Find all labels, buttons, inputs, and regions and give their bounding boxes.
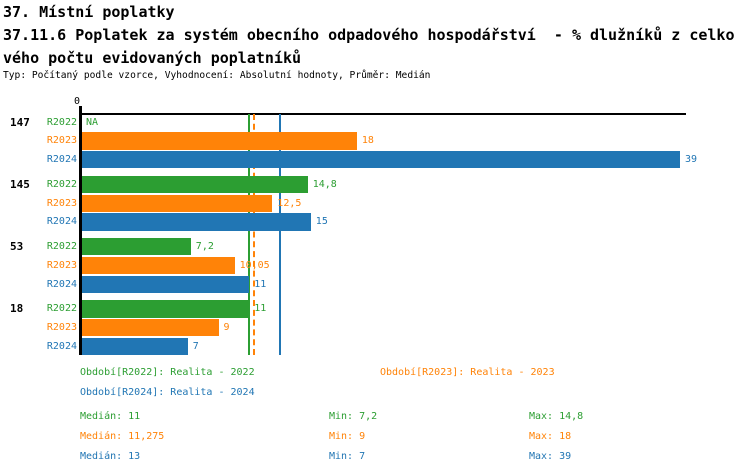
chart-title-line2: vého počtu evidovaných poplatníků: [3, 49, 302, 67]
stat-median-r2024: Medián: 13: [80, 451, 141, 462]
row-label-r2024: R2024: [46, 340, 77, 352]
stat-max-r2024: Max: 39: [529, 451, 572, 462]
x-axis-line: [79, 113, 686, 115]
bar: [82, 319, 219, 337]
group-label: 53: [10, 240, 24, 254]
legend-item-r2024: Období[R2024]: Realita - 2024: [80, 387, 255, 398]
row-label-r2023: R2023: [46, 135, 77, 147]
group-label: 147: [10, 115, 30, 129]
bar: [82, 213, 311, 231]
bar-value-label: 14,8: [312, 179, 337, 190]
bar: [82, 238, 191, 256]
median-line-r2022: [248, 114, 251, 355]
row-label-r2022: R2022: [46, 116, 77, 128]
bar-value-label: 11: [254, 303, 267, 315]
page-title: 37. Místní poplatky: [3, 3, 175, 21]
stat-median-r2023: Medián: 11,275: [80, 431, 165, 442]
row-label-r2024: R2024: [46, 278, 77, 290]
bar: [82, 275, 250, 293]
stat-median-r2022: Medián: 11: [80, 411, 141, 422]
row-label-r2022: R2022: [46, 303, 77, 315]
bar: [82, 176, 308, 194]
y-axis-line: [79, 106, 82, 355]
bar-value-label: 9: [223, 322, 230, 334]
median-line-r2024: [279, 114, 281, 355]
legend-item-r2022: Období[R2022]: Realita - 2022: [80, 367, 255, 378]
bar-value-label: 11: [254, 278, 267, 290]
bar: [82, 300, 250, 318]
row-label-r2024: R2024: [46, 154, 77, 166]
row-label-r2024: R2024: [46, 216, 77, 228]
bar: [82, 132, 357, 150]
bar: [82, 194, 273, 212]
bar: [82, 151, 680, 169]
bar-value-label: 39: [685, 154, 698, 166]
row-label-r2022: R2022: [46, 179, 77, 190]
legend-item-r2023: Období[R2023]: Realita - 2023: [380, 367, 555, 378]
group-label: 145: [10, 178, 30, 191]
bar-value-label: 12,5: [277, 197, 302, 209]
row-label-r2022: R2022: [46, 241, 77, 253]
bar-value-label: 10,05: [239, 259, 270, 271]
row-label-r2023: R2023: [46, 322, 77, 334]
bar-value-label: 7,2: [195, 241, 214, 253]
stat-max-r2022: Max: 14,8: [529, 411, 584, 422]
x-axis-zero-tick-label: 0: [74, 96, 81, 107]
bar-value-label: 18: [361, 135, 374, 147]
bar: [82, 256, 235, 275]
bar-value-label: 7: [192, 340, 199, 352]
stat-min-r2024: Min: 7: [329, 451, 366, 462]
chart-title-line1: 37.11.6 Poplatek za systém obecního odpa…: [3, 26, 735, 44]
bar: [82, 337, 188, 355]
bar-value-label: 15: [315, 216, 328, 228]
row-label-r2023: R2023: [46, 259, 77, 271]
group-label: 18: [10, 302, 24, 316]
row-label-r2023: R2023: [46, 197, 77, 209]
chart-meta-line: Typ: Počítaný podle vzorce, Vyhodnocení:…: [3, 70, 431, 81]
stat-min-r2023: Min: 9: [329, 431, 366, 442]
stat-max-r2023: Max: 18: [529, 431, 572, 442]
stat-min-r2022: Min: 7,2: [329, 411, 378, 422]
bar-value-label: NA: [86, 116, 99, 128]
median-line-r2023: [252, 114, 255, 355]
